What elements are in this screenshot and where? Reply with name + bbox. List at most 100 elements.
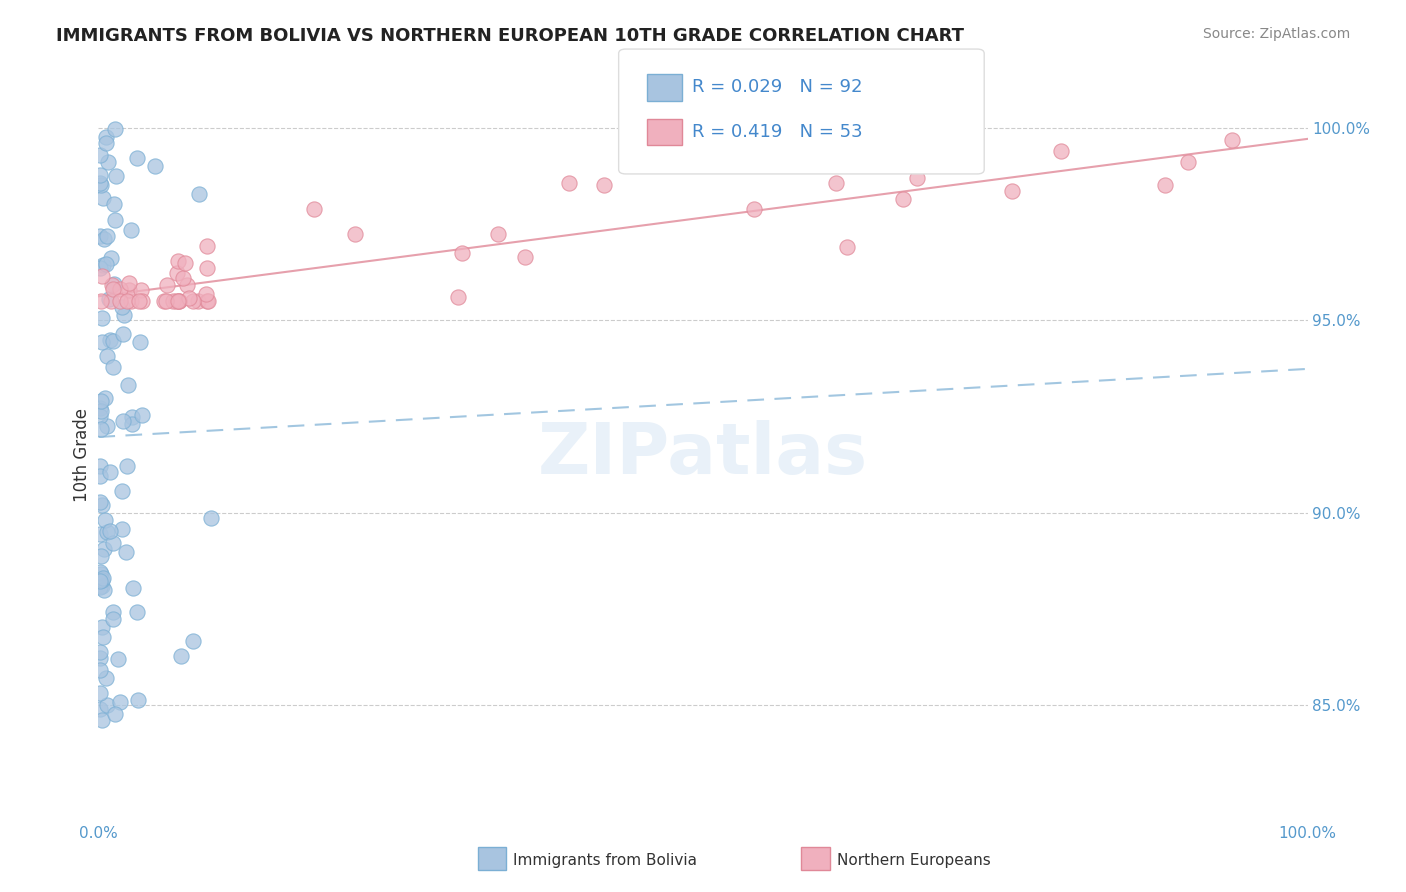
Point [592, 178, 614, 193]
Point [837, 240, 859, 254]
Point [120, 223, 142, 237]
Point [118, 283, 141, 297]
Point [195, 260, 218, 275]
Point [90, 393, 112, 408]
Point [162, 293, 184, 308]
Point [96, 419, 118, 434]
Point [90, 579, 112, 593]
Point [1177, 154, 1199, 169]
Point [91, 258, 114, 272]
Point [121, 417, 143, 431]
Point [108, 695, 131, 709]
Point [166, 293, 188, 308]
Point [111, 522, 134, 536]
Point [112, 414, 135, 428]
Text: ZIPatlas: ZIPatlas [538, 420, 868, 490]
Point [451, 246, 474, 260]
Point [103, 197, 125, 211]
Point [125, 151, 148, 165]
Point [187, 187, 209, 202]
Point [103, 360, 125, 375]
Point [107, 652, 129, 666]
Point [111, 300, 134, 314]
Point [1001, 184, 1024, 198]
Point [446, 290, 468, 304]
Point [89, 574, 111, 588]
Point [89, 260, 111, 275]
Point [302, 202, 325, 216]
Point [97, 293, 120, 307]
Point [94, 392, 117, 406]
Point [187, 293, 209, 308]
Point [94, 130, 117, 145]
Point [104, 707, 127, 722]
Point [121, 410, 143, 425]
Point [112, 308, 135, 322]
Point [200, 511, 222, 525]
Point [181, 293, 204, 308]
Point [96, 525, 118, 540]
Text: Northern Europeans: Northern Europeans [837, 854, 990, 868]
Point [179, 291, 201, 305]
Point [195, 239, 218, 253]
Point [89, 663, 111, 677]
Point [89, 527, 111, 541]
Point [1049, 144, 1071, 158]
Point [93, 232, 115, 246]
Point [100, 252, 122, 266]
Point [89, 495, 111, 509]
Point [89, 651, 111, 665]
Point [155, 293, 177, 308]
Point [167, 254, 190, 268]
Point [108, 293, 131, 308]
Point [129, 335, 152, 350]
Point [89, 566, 111, 580]
Point [100, 293, 122, 308]
Point [145, 159, 167, 173]
Point [101, 535, 124, 549]
Point [108, 282, 131, 296]
Point [131, 293, 153, 308]
Point [165, 293, 187, 308]
Point [94, 257, 117, 271]
Point [90, 713, 112, 727]
Point [89, 458, 111, 473]
Point [96, 229, 118, 244]
Point [176, 277, 198, 292]
Point [156, 277, 179, 292]
Point [117, 293, 139, 308]
Point [91, 498, 114, 512]
Point [97, 155, 120, 169]
Point [742, 202, 765, 217]
Point [89, 686, 111, 700]
Point [166, 266, 188, 280]
Point [1154, 178, 1177, 192]
Point [89, 147, 111, 161]
Point [181, 634, 204, 648]
Point [195, 293, 218, 308]
Point [90, 421, 112, 435]
Point [167, 293, 190, 308]
Point [172, 271, 194, 285]
Point [127, 692, 149, 706]
Point [89, 409, 111, 423]
Point [111, 327, 134, 342]
Point [197, 293, 219, 308]
Point [98, 465, 121, 479]
Point [101, 612, 124, 626]
Point [90, 311, 112, 326]
Point [91, 191, 114, 205]
Point [90, 404, 112, 418]
Point [94, 136, 117, 150]
Point [89, 469, 111, 483]
Point [90, 549, 112, 563]
Text: R = 0.419   N = 53: R = 0.419 N = 53 [692, 123, 862, 141]
Point [905, 170, 928, 185]
Point [152, 293, 174, 308]
Point [90, 566, 112, 581]
Point [118, 277, 141, 291]
Point [90, 293, 112, 308]
Text: R = 0.029   N = 92: R = 0.029 N = 92 [692, 78, 862, 96]
Point [93, 542, 115, 557]
Point [91, 571, 114, 585]
